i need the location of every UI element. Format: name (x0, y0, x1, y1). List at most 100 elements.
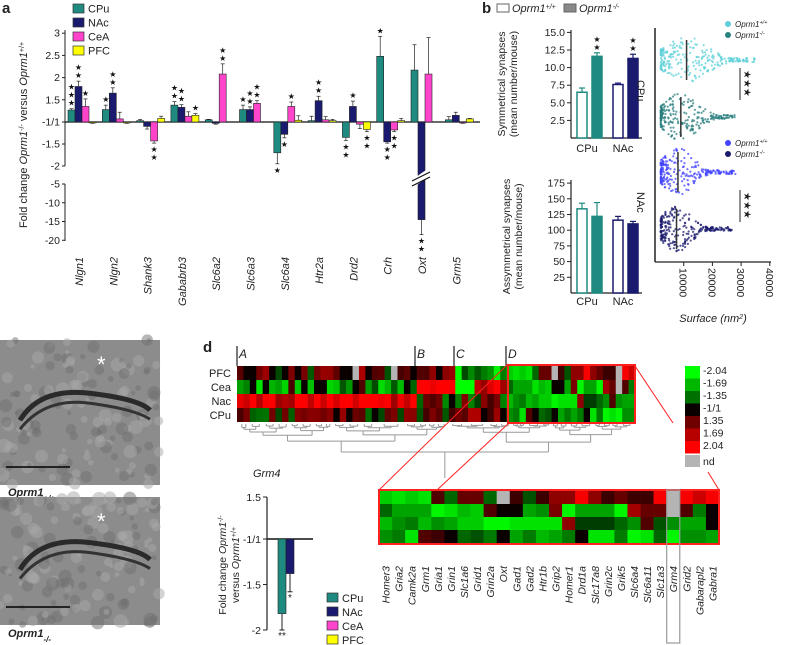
swarm-dot (678, 53, 681, 56)
heatmap-cell (570, 394, 578, 408)
zoom-heatmap-cell (535, 491, 550, 504)
em-texture (139, 577, 145, 582)
significance-star-icon: ★ (75, 63, 82, 72)
heatmap-cell (564, 366, 572, 380)
em-texture (64, 350, 70, 355)
y-axis-label: (mean number/mouse) (508, 31, 520, 137)
em-texture (141, 334, 153, 346)
swarm-dot (687, 98, 690, 101)
swarm-dot (664, 69, 667, 72)
zoom-heatmap-cell (601, 530, 615, 543)
swarm-dot (668, 230, 671, 233)
swarm-dot (698, 176, 701, 180)
heatmap-cell (352, 408, 360, 422)
heatmap-cell (596, 394, 604, 408)
zoom-heatmap-cell (392, 504, 406, 517)
swarm-dot (668, 98, 671, 101)
zoom-heatmap-cell (470, 530, 484, 543)
heatmap-cell (314, 394, 321, 408)
swarm-dot (709, 226, 712, 229)
heatmap-cell (448, 394, 456, 408)
heatmap-cell (410, 366, 418, 380)
swarm-dot (660, 68, 663, 72)
heatmap-cell (358, 408, 366, 422)
zoom-heatmap-cell (509, 530, 524, 543)
swarm-dot (682, 233, 685, 237)
swarm-dot (692, 64, 695, 67)
swarm-dot (706, 170, 709, 173)
heatmap-cell (602, 408, 610, 422)
zoom-heatmap-cell (614, 491, 628, 504)
heatmap-cell (577, 394, 584, 408)
swarm-dot (660, 58, 663, 61)
heatmap-cell (570, 408, 578, 422)
gene-label-grm1: Grm1 (420, 566, 432, 592)
em-texture (139, 580, 145, 587)
heatmap-cell (256, 394, 263, 408)
grm4-bar-nac (285, 538, 295, 574)
zoom-heatmap-cell (614, 530, 628, 543)
significance-star-icon: ★ (384, 145, 391, 154)
em-texture (61, 502, 70, 512)
swarm-dot (690, 166, 694, 169)
swarm-dot (684, 213, 687, 216)
swarm-dot (680, 37, 683, 40)
swarm-dot (683, 121, 686, 125)
swarm-dot (687, 116, 690, 119)
zoom-heatmap-cell (418, 530, 432, 543)
heatmap-cell (545, 366, 552, 380)
swarm-dot (663, 177, 666, 180)
swarm-dot (668, 71, 671, 75)
em-texture (152, 361, 161, 370)
swarm-dot (676, 234, 680, 237)
heatmap-cell (269, 408, 276, 422)
swarm-dot (693, 74, 696, 77)
swarm-dot (667, 109, 671, 112)
swarm-dot (665, 63, 668, 66)
swarm-dot (713, 229, 716, 232)
swarm-dot (738, 58, 741, 62)
region-label-cpu: CPu (634, 80, 646, 101)
zoom-heatmap-cell (562, 530, 576, 543)
synapse-asterisk: * (97, 352, 106, 377)
heatmap-cell (371, 394, 379, 408)
heatmap-cell (262, 408, 270, 422)
significance-star-icon: ★ (102, 95, 109, 104)
swarm-dot (690, 157, 693, 160)
swarm-dot (666, 221, 669, 224)
swarm-dot (680, 180, 684, 183)
y-tick-label: 125 (547, 209, 565, 221)
zoom-heatmap-cell (653, 530, 667, 543)
heatmap-cell (371, 380, 379, 394)
em-texture (33, 495, 45, 507)
em-texture (94, 436, 106, 448)
zoom-heatmap-cell (431, 530, 445, 543)
heatmap-cell (532, 366, 540, 380)
swarm-dot (730, 59, 733, 62)
swarm-dot (733, 114, 736, 117)
swarm-dot (672, 44, 675, 47)
swarm-dot (659, 225, 662, 228)
swarm-dot (666, 163, 670, 167)
swarm-dot (716, 116, 719, 120)
y-tick-label: 150 (547, 193, 565, 205)
heatmap-cell (346, 394, 353, 408)
y-axis-label-part: -/- (19, 124, 26, 131)
swarm-dot (716, 61, 719, 64)
swarm-dot (698, 174, 702, 177)
swarm-dot (702, 55, 706, 58)
y-axis-label: versus Oprm1+/+ (230, 527, 242, 603)
zoom-heatmap-cell (392, 491, 406, 504)
heatmap-cell (371, 366, 379, 380)
bar-cpu-nlgn1 (67, 109, 76, 123)
swarm-dot (694, 59, 697, 62)
heatmap-cell (557, 394, 565, 408)
y-axis-label-part: Oprm1 (230, 537, 242, 569)
heatmap-cell (500, 380, 507, 394)
swarm-dot (659, 217, 662, 220)
em-texture (100, 571, 111, 583)
swarm-dot (720, 227, 723, 230)
zoom-heatmap-cell (509, 491, 524, 504)
heatmap-cell (397, 394, 405, 408)
gene-label-gabarapl2: Gabarapl2 (694, 566, 706, 615)
